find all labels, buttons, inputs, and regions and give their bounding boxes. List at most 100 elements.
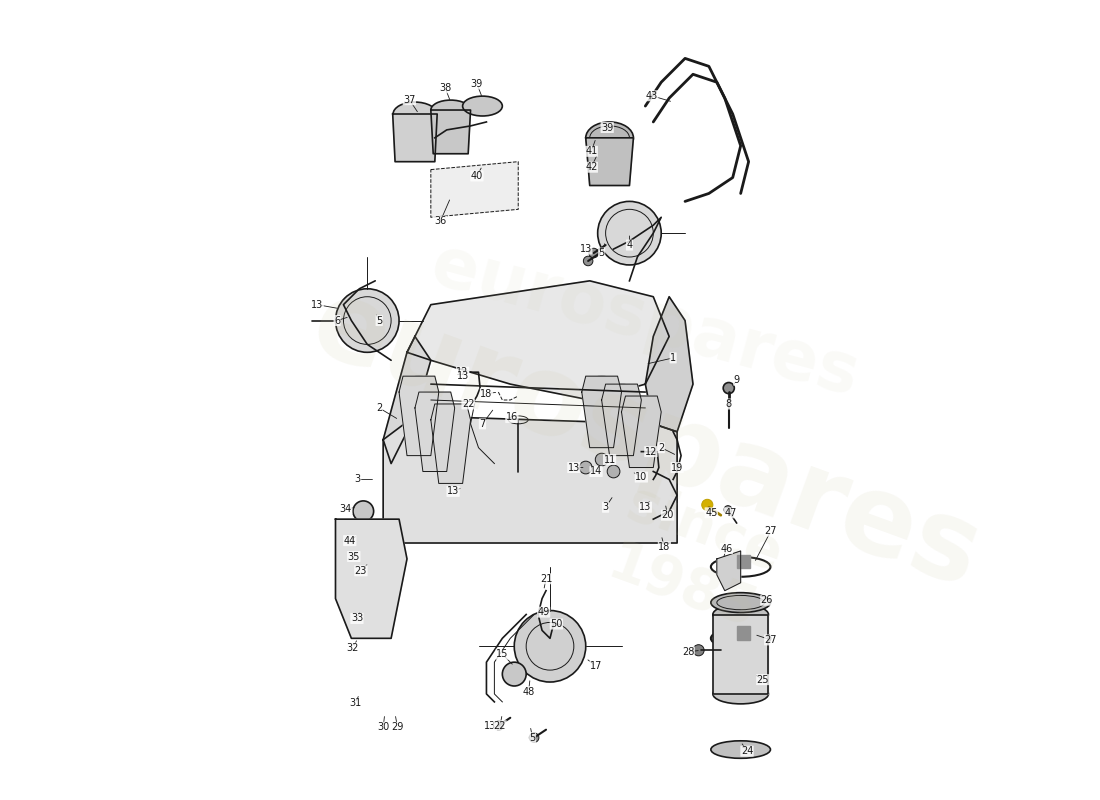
Polygon shape — [383, 337, 431, 463]
Polygon shape — [582, 376, 621, 448]
Text: 5: 5 — [529, 733, 536, 742]
Polygon shape — [713, 614, 769, 694]
Text: 22: 22 — [494, 721, 506, 730]
Polygon shape — [383, 416, 678, 543]
Text: 10: 10 — [635, 472, 648, 482]
Circle shape — [365, 617, 385, 636]
Circle shape — [595, 454, 608, 466]
Ellipse shape — [403, 376, 434, 392]
Text: 7: 7 — [480, 419, 485, 429]
Text: 39: 39 — [471, 79, 483, 89]
Ellipse shape — [626, 396, 658, 412]
Text: 8: 8 — [725, 399, 732, 409]
Polygon shape — [737, 626, 750, 640]
Text: 18: 18 — [481, 389, 493, 398]
Text: 1: 1 — [670, 353, 676, 363]
Text: 45: 45 — [705, 508, 717, 518]
Text: 50: 50 — [550, 619, 562, 629]
Circle shape — [583, 256, 593, 266]
Text: 40: 40 — [471, 171, 483, 181]
Polygon shape — [585, 138, 634, 186]
Circle shape — [503, 662, 526, 686]
Text: 5: 5 — [376, 315, 383, 326]
Text: 12: 12 — [456, 367, 469, 377]
Circle shape — [365, 550, 385, 569]
Text: 19: 19 — [671, 462, 683, 473]
Circle shape — [723, 382, 735, 394]
Polygon shape — [431, 162, 518, 218]
Polygon shape — [646, 297, 693, 432]
Ellipse shape — [711, 593, 770, 613]
Circle shape — [580, 461, 592, 474]
Polygon shape — [407, 281, 669, 400]
Text: 24: 24 — [740, 746, 754, 756]
Text: 31: 31 — [349, 698, 362, 709]
Circle shape — [597, 202, 661, 265]
Polygon shape — [431, 110, 471, 154]
Text: 27: 27 — [764, 635, 777, 645]
Text: 27: 27 — [764, 526, 777, 536]
Text: 25: 25 — [757, 674, 769, 685]
Text: 23: 23 — [354, 566, 367, 576]
Text: 3: 3 — [354, 474, 361, 485]
Text: 6: 6 — [334, 315, 340, 326]
Circle shape — [607, 465, 620, 478]
Text: 35: 35 — [348, 551, 360, 562]
Circle shape — [494, 721, 503, 730]
Text: 41: 41 — [585, 146, 597, 156]
Text: 15: 15 — [496, 650, 508, 659]
Text: 28: 28 — [682, 647, 694, 657]
Polygon shape — [602, 384, 641, 456]
Text: 13: 13 — [484, 721, 496, 730]
Text: 5: 5 — [598, 248, 605, 258]
Text: 3: 3 — [603, 502, 608, 512]
Circle shape — [702, 499, 713, 510]
Text: 49: 49 — [538, 607, 550, 617]
Text: 13: 13 — [456, 371, 469, 381]
Text: 43: 43 — [646, 90, 658, 101]
Text: 33: 33 — [351, 614, 363, 623]
Text: 16: 16 — [506, 413, 518, 422]
Polygon shape — [399, 376, 439, 456]
Text: 21: 21 — [540, 574, 552, 584]
Ellipse shape — [434, 404, 466, 420]
Text: eurospares: eurospares — [297, 270, 993, 610]
Circle shape — [336, 289, 399, 352]
Circle shape — [529, 733, 539, 742]
Ellipse shape — [713, 605, 769, 625]
Ellipse shape — [606, 384, 637, 400]
Circle shape — [353, 501, 374, 522]
Text: 39: 39 — [601, 122, 614, 133]
Text: 37: 37 — [404, 94, 416, 105]
Text: 9: 9 — [734, 375, 740, 385]
Polygon shape — [717, 551, 740, 590]
Text: 26: 26 — [761, 595, 773, 605]
Ellipse shape — [713, 684, 769, 704]
Circle shape — [365, 597, 385, 616]
Text: 13: 13 — [580, 244, 592, 254]
Ellipse shape — [711, 741, 770, 758]
Text: 13: 13 — [447, 486, 459, 496]
Text: 34: 34 — [340, 504, 352, 514]
Text: 13: 13 — [568, 462, 580, 473]
Text: 18: 18 — [658, 542, 671, 552]
Circle shape — [515, 610, 585, 682]
Text: 22: 22 — [462, 399, 474, 409]
Circle shape — [724, 506, 732, 514]
Text: 36: 36 — [434, 216, 447, 226]
Text: 17: 17 — [590, 661, 603, 671]
Ellipse shape — [393, 102, 437, 126]
Text: 12: 12 — [645, 446, 657, 457]
Text: 2: 2 — [658, 442, 664, 453]
Polygon shape — [431, 404, 471, 483]
Text: 47: 47 — [724, 508, 737, 518]
Text: 20: 20 — [661, 510, 674, 520]
Text: 46: 46 — [720, 543, 733, 554]
Text: 42: 42 — [585, 162, 597, 172]
Text: 30: 30 — [377, 722, 389, 732]
Polygon shape — [621, 396, 661, 467]
Text: since
1985: since 1985 — [597, 477, 789, 642]
Text: 13: 13 — [639, 502, 651, 512]
Ellipse shape — [585, 122, 634, 154]
Text: eurospares: eurospares — [425, 231, 867, 410]
